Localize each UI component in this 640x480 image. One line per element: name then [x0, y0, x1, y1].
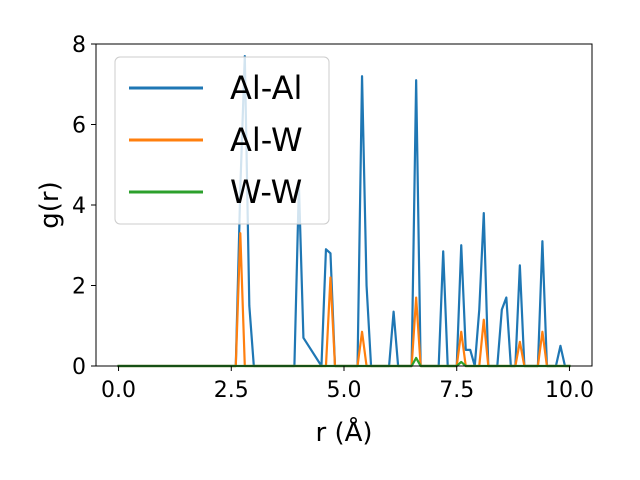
- x-tick-label: 7.5: [439, 378, 474, 403]
- y-tick-label: 0: [72, 355, 86, 380]
- y-tick-label: 4: [72, 194, 86, 219]
- y-tick-label: 6: [72, 114, 86, 139]
- y-tick-label: 2: [72, 275, 86, 300]
- y-tick-label: 8: [72, 33, 86, 58]
- y-axis-label: g(r): [35, 181, 65, 228]
- x-tick-label: 5.0: [327, 378, 362, 403]
- legend-label-al-w: Al-W: [230, 121, 303, 159]
- axes-frame: [95, 43, 593, 367]
- legend-label-w-w: W-W: [230, 173, 302, 211]
- x-tick-label: 10.0: [545, 378, 594, 403]
- x-axis-label: r (Å): [315, 416, 372, 448]
- series-line-al-al: [117, 54, 571, 368]
- legend-box: [114, 56, 330, 225]
- legend-label-al-al: Al-Al: [230, 69, 302, 107]
- legend: Al-Al Al-W W-W: [114, 56, 330, 225]
- x-tick-label: 0.0: [101, 378, 136, 403]
- x-tick-label: 2.5: [214, 378, 249, 403]
- axis-ticks: 0.0 2.5 5.0 7.5 10.0 0 2 4 6 8: [72, 33, 594, 403]
